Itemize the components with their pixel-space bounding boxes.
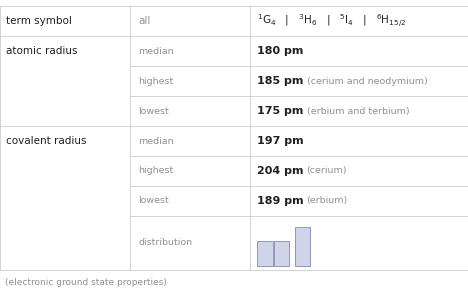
Text: (electronic ground state properties): (electronic ground state properties) xyxy=(5,278,167,287)
Text: median: median xyxy=(139,47,174,56)
Text: lowest: lowest xyxy=(139,106,169,116)
Text: distribution: distribution xyxy=(139,239,193,247)
Text: atomic radius: atomic radius xyxy=(6,46,77,56)
Text: (erbium and terbium): (erbium and terbium) xyxy=(307,106,409,116)
Text: 180 pm: 180 pm xyxy=(257,46,304,56)
Bar xyxy=(257,241,273,266)
Text: highest: highest xyxy=(139,167,174,175)
Text: $^{1}$G$_{4}$   |   $^{3}$H$_{6}$   |   $^{5}$I$_{4}$   |   $^{6}$H$_{15/2}$: $^{1}$G$_{4}$ | $^{3}$H$_{6}$ | $^{5}$I$… xyxy=(257,13,407,29)
Text: (erbium): (erbium) xyxy=(307,196,348,206)
Text: highest: highest xyxy=(139,77,174,85)
Text: 185 pm: 185 pm xyxy=(257,76,304,86)
Bar xyxy=(274,241,289,266)
Text: 204 pm: 204 pm xyxy=(257,166,304,176)
Text: (cerium and neodymium): (cerium and neodymium) xyxy=(307,77,427,85)
Text: lowest: lowest xyxy=(139,196,169,206)
Text: term symbol: term symbol xyxy=(6,16,72,26)
Text: covalent radius: covalent radius xyxy=(6,136,86,146)
Text: 197 pm: 197 pm xyxy=(257,136,304,146)
Text: 175 pm: 175 pm xyxy=(257,106,304,116)
Text: 189 pm: 189 pm xyxy=(257,196,304,206)
Text: (cerium): (cerium) xyxy=(307,167,347,175)
Text: all: all xyxy=(139,16,151,26)
Text: median: median xyxy=(139,137,174,145)
Bar xyxy=(295,227,310,266)
